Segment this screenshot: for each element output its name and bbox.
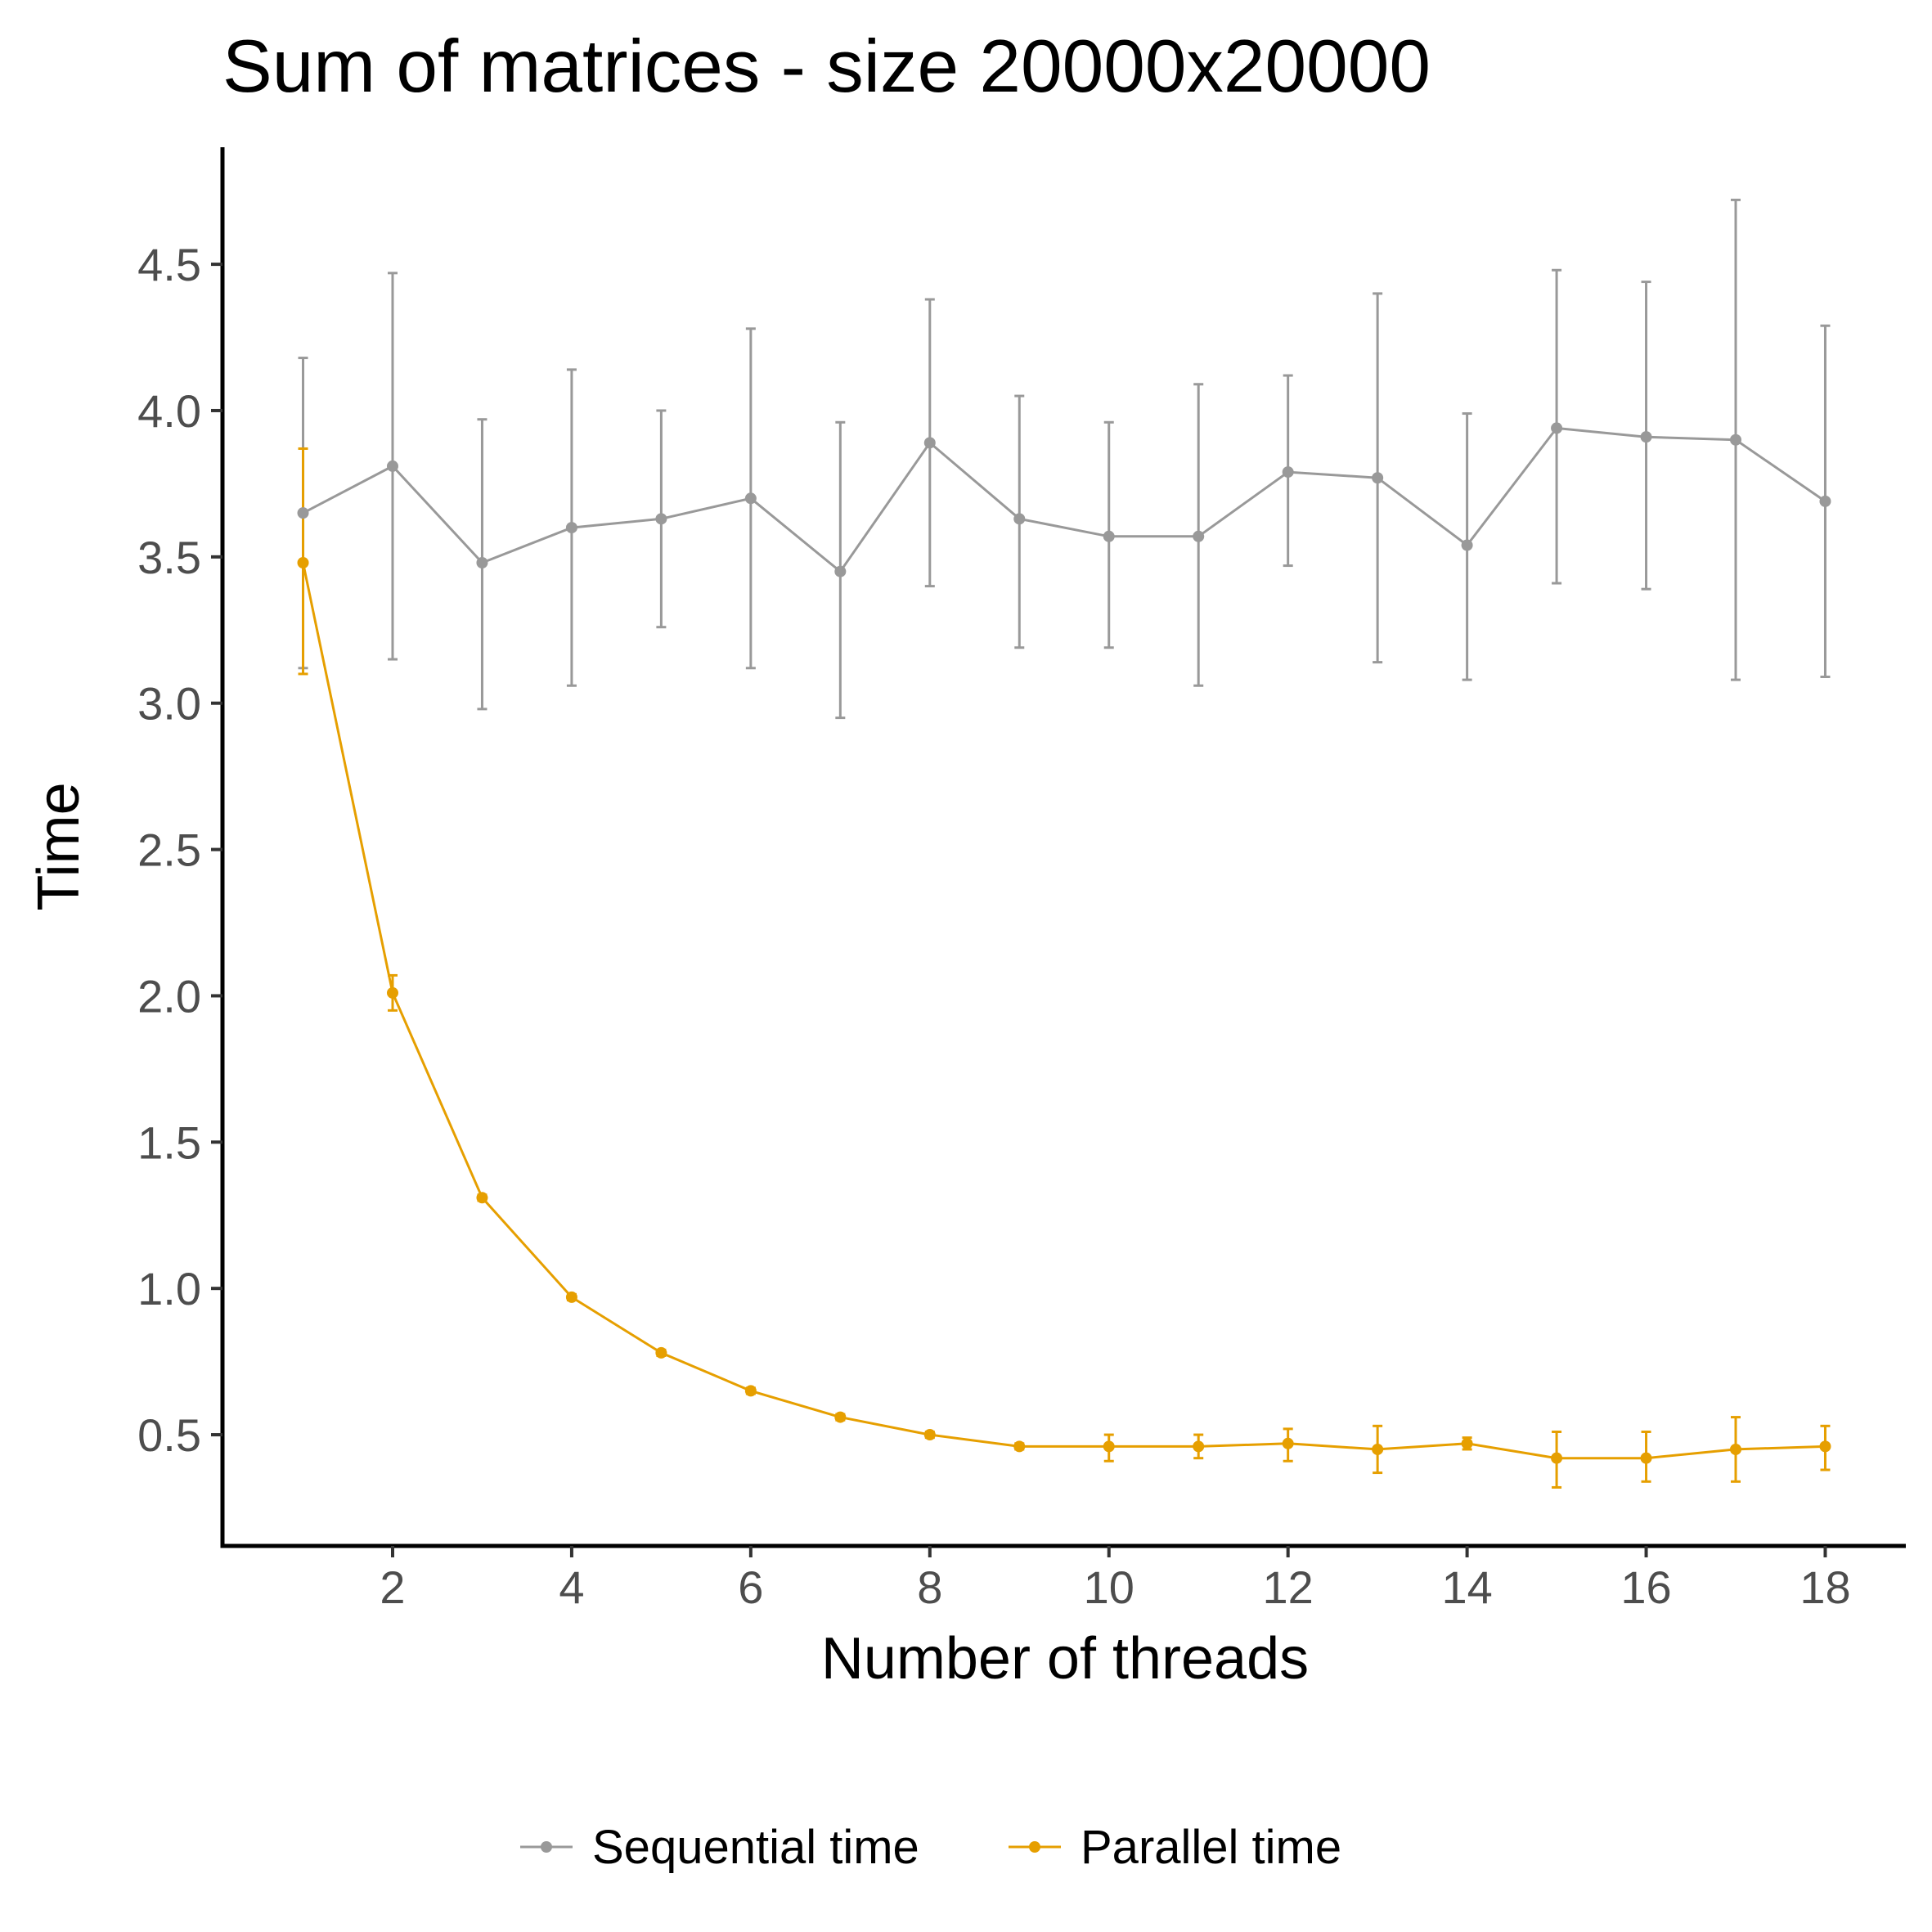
- sequential-time-point: [565, 522, 577, 534]
- series-lines: [302, 426, 1826, 1460]
- sequential-time-point: [1013, 513, 1026, 525]
- parallel-time-point: [1819, 1440, 1831, 1453]
- y-tick-label: 2.5: [137, 824, 201, 876]
- legend-marker-parallel-time: [1029, 1841, 1040, 1853]
- legend-marker-sequential-time: [541, 1841, 552, 1853]
- parallel-time-point: [1730, 1443, 1742, 1455]
- y-axis-ticks: 0.5 1.0 1.5 2.0 2.5 3.0 3.5 4.0 4.5: [137, 239, 222, 1461]
- legend: Sequential time Parallel time: [520, 1821, 1341, 1874]
- sequential-time-point: [1551, 422, 1563, 434]
- sequential-time-point: [1282, 466, 1294, 479]
- x-axis-ticks: 2 4 6 8 10 12 14 16 18: [380, 1546, 1851, 1613]
- legend-label-parallel-time: Parallel time: [1081, 1821, 1341, 1874]
- sequential-time-point: [476, 556, 488, 568]
- x-tick-label: 16: [1620, 1561, 1671, 1613]
- parallel-time-point: [476, 1192, 488, 1204]
- parallel-time-point: [744, 1385, 757, 1397]
- sequential-time-point: [923, 437, 936, 449]
- plot-area: [297, 198, 1831, 1489]
- x-tick-label: 6: [738, 1561, 763, 1613]
- parallel-time-point: [1282, 1437, 1294, 1449]
- sequential-time-point: [1730, 434, 1742, 446]
- sequential-time-point: [1640, 431, 1652, 443]
- sequential-time-point: [1193, 530, 1205, 542]
- sequential-time-point: [297, 507, 309, 519]
- parallel-time-point: [565, 1291, 577, 1303]
- parallel-time-point: [834, 1411, 847, 1423]
- x-axis-label: Number of threads: [821, 1626, 1309, 1692]
- y-tick-label: 1.0: [137, 1263, 201, 1314]
- x-tick-label: 8: [917, 1561, 942, 1613]
- parallel-time-point: [923, 1429, 936, 1441]
- parallel-time-point: [1551, 1452, 1563, 1464]
- parallel-time-point: [297, 556, 309, 568]
- y-tick-label: 2.0: [137, 970, 201, 1022]
- y-tick-label: 4.0: [137, 385, 201, 437]
- parallel-time-line: [302, 562, 1826, 1460]
- chart-title: Sum of matrices - size 20000x20000: [222, 25, 1431, 108]
- parallel-time-point: [1372, 1443, 1384, 1455]
- sequential-time-line: [302, 426, 1826, 573]
- sequential-time-point: [1461, 539, 1473, 551]
- y-tick-label: 1.5: [137, 1117, 201, 1168]
- parallel-time-point: [1013, 1440, 1026, 1453]
- y-axis-label: Time: [26, 782, 92, 910]
- data-points: [297, 422, 1831, 1464]
- parallel-time-point: [1103, 1440, 1115, 1453]
- legend-label-sequential-time: Sequential time: [592, 1821, 919, 1874]
- x-tick-label: 18: [1799, 1561, 1850, 1613]
- parallel-time-point: [655, 1346, 667, 1359]
- x-tick-label: 14: [1441, 1561, 1492, 1613]
- parallel-time-point: [1193, 1440, 1205, 1453]
- sequential-time-point: [386, 460, 398, 472]
- x-tick-label: 12: [1263, 1561, 1314, 1613]
- x-tick-label: 2: [380, 1561, 405, 1613]
- sequential-time-point: [834, 565, 847, 577]
- y-tick-label: 3.0: [137, 678, 201, 730]
- sequential-time-point: [1819, 495, 1831, 507]
- y-tick-label: 4.5: [137, 239, 201, 290]
- parallel-time-point: [1461, 1437, 1473, 1449]
- sequential-time-point: [1372, 472, 1384, 484]
- parallel-time-point: [386, 986, 398, 999]
- error-bars: [298, 198, 1831, 1489]
- parallel-time-point: [1640, 1452, 1652, 1464]
- y-tick-label: 0.5: [137, 1409, 201, 1461]
- sequential-time-point: [655, 513, 667, 525]
- sequential-time-point: [744, 492, 757, 505]
- x-tick-label: 10: [1084, 1561, 1134, 1613]
- x-tick-label: 4: [559, 1561, 584, 1613]
- y-tick-label: 3.5: [137, 532, 201, 583]
- sequential-time-point: [1103, 530, 1115, 542]
